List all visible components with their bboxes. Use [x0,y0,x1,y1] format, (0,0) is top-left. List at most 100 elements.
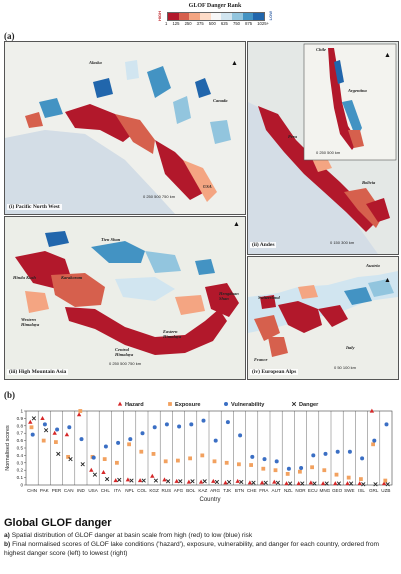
inset-north-arrow-icon: ▲ [384,52,391,59]
panel-a-label: (a) [4,31,15,41]
label-canada: Canada [213,98,228,103]
point-exposure [346,475,351,480]
alps-caption: (iv) European Alps [250,369,299,375]
point-danger [300,481,305,486]
label-karakoram: Karakoram [61,275,83,280]
point-vulnerability [238,433,243,438]
legend-swatch [168,13,179,20]
point-hazard [223,480,228,485]
point-vulnerability [262,457,267,462]
andes-caption: (ii) Andes [250,242,277,248]
point-vulnerability [213,438,218,443]
x-tick-label: AFG [174,488,184,493]
point-exposure [322,468,327,473]
x-tick-label: BTN [235,488,244,493]
x-tick-label: CHE [247,488,257,493]
x-tick-label: TJK [223,488,232,493]
pnw-scale-bar: 0 250 500 750 km [143,194,176,199]
point-vulnerability [360,456,365,461]
y-tick-label: 0.5 [17,446,24,451]
x-tick-label: PER [52,488,62,493]
x-tick-label: CHN [27,488,37,493]
point-danger [373,482,378,487]
point-hazard [64,432,70,437]
y-tick-label: 0.2 [17,468,24,473]
label-central-himalaya: Central Himalaya [115,347,134,357]
x-tick-label: NOR [295,488,306,493]
chart-legend: Hazard Exposure Vulnerability Danger [117,401,319,408]
point-exposure [261,466,266,471]
point-hazard [284,481,289,486]
point-vulnerability [299,465,304,470]
legend-tick: 500 [208,21,216,26]
x-tick-label: SWE [344,488,354,493]
point-vulnerability [201,418,206,423]
legend-tick: 375 [196,21,204,26]
legend-label-exposure: Exposure [175,402,201,408]
map-pacific-north-west: Alaska Canada USA ▲ 0 250 500 750 km (i)… [4,41,246,215]
x-tick-label: CAN [64,488,74,493]
point-vulnerability [286,466,291,471]
point-exposure [54,440,58,444]
point-danger [178,479,183,484]
point-hazard [89,467,94,472]
point-hazard [345,481,350,486]
point-exposure [115,460,119,465]
point-exposure [151,452,156,456]
point-exposure [29,425,34,430]
point-vulnerability [30,432,35,437]
point-danger [202,479,207,484]
point-exposure [383,478,388,483]
point-vulnerability [103,444,108,449]
point-hazard [125,477,131,482]
point-hazard [357,481,362,486]
x-tick-label: PAK [40,488,50,493]
y-tick-label: 0.6 [17,438,24,443]
point-hazard [198,479,204,484]
label-hindu-kush: Hindu Kush [13,275,36,280]
point-vulnerability [42,422,47,427]
caption-a-text: Spatial distribution of GLOF danger at b… [11,532,253,539]
label-eastern-himalaya: Eastern Himalaya [163,329,182,339]
label-peru: Peru [288,134,297,139]
label-argentina: Argentina [348,88,367,93]
x-tick-label: AUT [272,488,281,493]
point-danger [324,481,329,486]
point-exposure [249,463,253,467]
hma-caption: (iii) High Mountain Asia [7,369,69,375]
legend-marker-exposure [168,402,172,406]
point-vulnerability [67,425,72,430]
pnw-caption: (i) Pacific North West [7,204,62,210]
point-danger [68,456,73,462]
map-european-alps: Austria Switzerland Italy France ▲ 0 50 … [247,256,399,380]
x-tick-label: ECU [308,488,318,493]
legend-tick: 250 [184,21,192,26]
point-exposure [127,442,131,447]
legend-marker-vulnerability [224,402,228,406]
legend-swatch [210,13,222,20]
point-vulnerability [384,422,389,427]
legend-label-vulnerability: Vulnerability [231,402,265,408]
chart-marks [28,408,390,487]
point-exposure [273,468,278,473]
label-switzerland: Switzerland [258,295,280,300]
legend-tick: 125 [172,21,180,26]
x-tick-label: COL [137,488,147,493]
point-vulnerability [250,454,255,459]
legend-tick: 1 [165,21,168,26]
legend-swatch [253,13,265,20]
point-danger [348,481,354,486]
point-exposure [163,459,168,464]
legend-ticks: 1 125 250 375 500 625 750 875 1025+ [165,21,269,26]
point-danger [251,480,256,485]
figure-caption: Global GLOF danger a) Spatial distributi… [4,517,398,558]
label-italy: Italy [346,345,355,350]
chart-ylabel: Normalised scores [5,425,11,471]
x-tick-label: KGZ [149,488,159,493]
point-hazard [381,481,387,486]
legend-label-hazard: Hazard [125,402,144,408]
point-danger [129,478,134,483]
point-exposure [176,458,180,463]
point-vulnerability [177,424,182,429]
